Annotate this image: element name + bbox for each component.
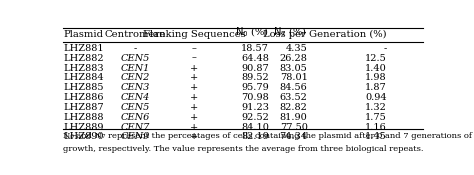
Text: 91.23: 91.23 — [241, 103, 269, 112]
Text: +: + — [190, 122, 199, 132]
Text: LHZ884: LHZ884 — [63, 73, 103, 82]
Text: 81.90: 81.90 — [280, 113, 308, 122]
Text: 95.79: 95.79 — [241, 83, 269, 92]
Text: Loss per Generation (%): Loss per Generation (%) — [263, 30, 387, 39]
Text: CEN4: CEN4 — [121, 93, 150, 102]
Text: growth, respectively. The value represents the average from three biological rep: growth, respectively. The value represen… — [63, 145, 423, 153]
Text: 4.35: 4.35 — [286, 44, 308, 53]
Text: -: - — [383, 44, 387, 53]
Text: 82.19: 82.19 — [241, 132, 269, 141]
Text: CEN5: CEN5 — [121, 54, 150, 63]
Text: 1.87: 1.87 — [365, 83, 387, 92]
Text: LHZ885: LHZ885 — [63, 83, 103, 92]
Text: 83.05: 83.05 — [280, 64, 308, 72]
Text: N₀ and N₇ represent the percentages of cells containing the plasmid after 0 and : N₀ and N₇ represent the percentages of c… — [63, 132, 474, 140]
Text: LHZ882: LHZ882 — [63, 54, 103, 63]
Text: 18.57: 18.57 — [241, 44, 269, 53]
Text: 12.5: 12.5 — [365, 54, 387, 63]
Text: 82.82: 82.82 — [280, 103, 308, 112]
Text: LHZ888: LHZ888 — [63, 113, 103, 122]
Text: 1.40: 1.40 — [365, 64, 387, 72]
Text: CEN7: CEN7 — [121, 122, 150, 132]
Text: 90.87: 90.87 — [241, 64, 269, 72]
Text: 1.75: 1.75 — [365, 113, 387, 122]
Text: LHZ889: LHZ889 — [63, 122, 103, 132]
Text: 1.16: 1.16 — [365, 122, 387, 132]
Text: LHZ887: LHZ887 — [63, 103, 103, 112]
Text: +: + — [190, 83, 199, 92]
Text: LHZ883: LHZ883 — [63, 64, 103, 72]
Text: 74.34: 74.34 — [280, 132, 308, 141]
Text: CEN5: CEN5 — [121, 103, 150, 112]
Text: 89.52: 89.52 — [241, 73, 269, 82]
Text: CEN3: CEN3 — [121, 83, 150, 92]
Text: 77.50: 77.50 — [280, 122, 308, 132]
Text: 92.52: 92.52 — [241, 113, 269, 122]
Text: 1.32: 1.32 — [365, 103, 387, 112]
Text: CEN2: CEN2 — [121, 73, 150, 82]
Text: 26.28: 26.28 — [280, 54, 308, 63]
Text: 64.48: 64.48 — [241, 54, 269, 63]
Text: LHZ890: LHZ890 — [63, 132, 103, 141]
Text: 78.01: 78.01 — [280, 73, 308, 82]
Text: Centromere: Centromere — [105, 30, 166, 39]
Text: LHZ881: LHZ881 — [63, 44, 103, 53]
Text: 84.10: 84.10 — [241, 122, 269, 132]
Text: +: + — [190, 103, 199, 112]
Text: 1.98: 1.98 — [365, 73, 387, 82]
Text: 70.98: 70.98 — [241, 93, 269, 102]
Text: +: + — [190, 73, 199, 82]
Text: +: + — [190, 93, 199, 102]
Text: –: – — [192, 44, 197, 53]
Text: 63.52: 63.52 — [280, 93, 308, 102]
Text: 1.45: 1.45 — [365, 132, 387, 141]
Text: LHZ886: LHZ886 — [63, 93, 103, 102]
Text: +: + — [190, 64, 199, 72]
Text: $\mathrm{N_0}$ (%): $\mathrm{N_0}$ (%) — [235, 26, 269, 39]
Text: -: - — [134, 44, 137, 53]
Text: CEN6: CEN6 — [121, 113, 150, 122]
Text: $\mathrm{N_7}$ (%): $\mathrm{N_7}$ (%) — [273, 26, 308, 39]
Text: 0.94: 0.94 — [365, 93, 387, 102]
Text: CEN1: CEN1 — [121, 64, 150, 72]
Text: 84.56: 84.56 — [280, 83, 308, 92]
Text: +: + — [190, 113, 199, 122]
Text: CEN9: CEN9 — [121, 132, 150, 141]
Text: +: + — [190, 132, 199, 141]
Text: –: – — [192, 54, 197, 63]
Text: Plasmid: Plasmid — [63, 30, 103, 39]
Text: Flanking Sequences: Flanking Sequences — [143, 30, 246, 39]
